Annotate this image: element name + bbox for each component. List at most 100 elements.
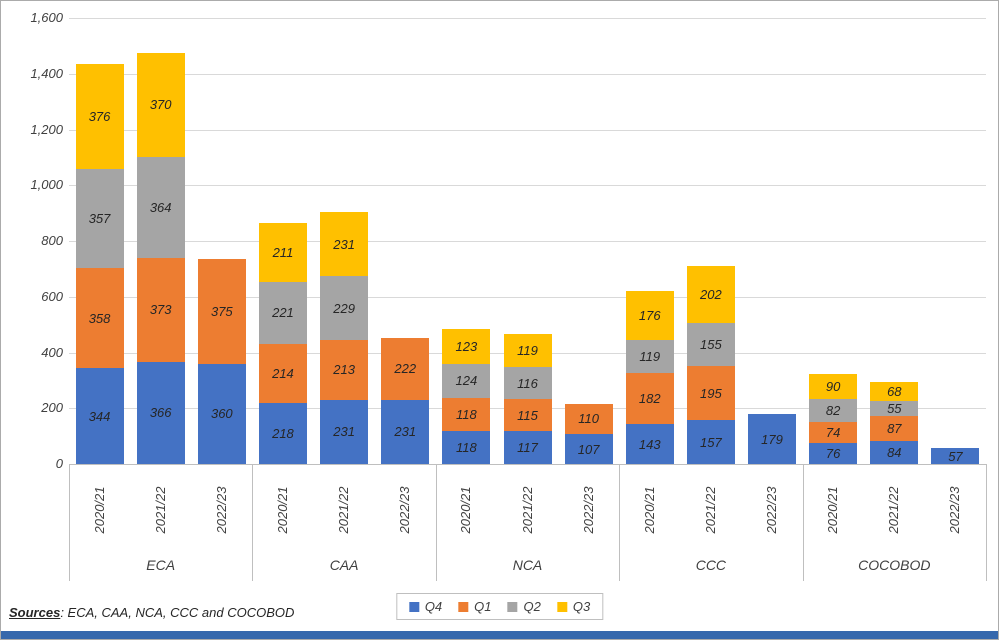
category-label: 2020/21	[274, 486, 290, 534]
bar-segment-q1: 213	[320, 340, 369, 400]
bar-segment-q2: 119	[625, 340, 674, 374]
category-label: 2022/23	[764, 486, 780, 534]
bar-value-label: 214	[272, 365, 294, 381]
category-label: 2021/22	[519, 486, 535, 534]
bar-segment-q4: 344	[75, 368, 124, 464]
bar-value-label: 222	[394, 361, 417, 377]
bar-value-label: 119	[517, 342, 538, 358]
bar-value-label: 373	[149, 302, 172, 318]
legend-item-q4: Q4	[408, 599, 443, 614]
bar-value-label: 82	[825, 403, 841, 419]
bar-value-label: 107	[577, 441, 600, 457]
category-label: 2020/21	[91, 486, 107, 534]
bar-value-label: 76	[825, 445, 841, 461]
bar-segment-q2: 229	[320, 276, 369, 341]
bar-segment-q4: 84	[870, 440, 919, 464]
bar-segment-q3: 370	[136, 53, 185, 157]
group-separator	[986, 464, 987, 581]
group-separator	[435, 464, 437, 581]
bar-value-label: 360	[210, 406, 233, 422]
bar-value-label: 344	[88, 408, 111, 424]
bar-value-label: 195	[700, 385, 722, 401]
bar-value-label: 218	[272, 426, 294, 442]
legend-item-q1: Q1	[458, 599, 492, 614]
bar-segment-q2: 124	[442, 363, 491, 399]
bar-value-label: 90	[825, 379, 841, 395]
bar-segment-q4: 143	[625, 424, 674, 464]
gridline	[69, 241, 986, 242]
bar-value-label: 231	[394, 424, 417, 440]
gridline	[69, 296, 986, 298]
bar-value-label: 84	[887, 444, 902, 460]
bar-value-label: 229	[333, 300, 355, 316]
bar-value-label: 124	[455, 373, 478, 389]
bar-value-label: 213	[333, 362, 355, 378]
bar-segment-q3: 90	[809, 374, 858, 400]
category-label: 2021/22	[886, 486, 902, 534]
bar-segment-q1: 74	[809, 422, 858, 443]
bar-value-label: 119	[639, 349, 661, 365]
legend-swatch-q4	[408, 601, 419, 612]
y-axis-tick-label: 1,000	[30, 177, 63, 193]
y-axis-tick-label: 1,400	[30, 65, 63, 81]
bar-value-label: 118	[455, 407, 477, 423]
bar-segment-q1: 222	[381, 337, 430, 400]
y-axis-tick-label: 200	[41, 400, 63, 416]
bar-value-label: 370	[149, 97, 172, 113]
bar-segment-q1: 115	[503, 399, 552, 432]
bar-value-label: 375	[210, 303, 233, 319]
legend-swatch-q1	[458, 601, 469, 612]
bar-value-label: 115	[517, 407, 538, 423]
bar-value-label: 179	[761, 431, 783, 447]
bar-segment-q3: 123	[442, 329, 491, 364]
category-label: 2022/23	[213, 486, 229, 534]
group-separator	[69, 464, 70, 581]
group-label: CCC	[695, 557, 727, 573]
group-separator	[619, 464, 621, 581]
bar-value-label: 182	[638, 391, 661, 407]
bar-value-label: 221	[272, 305, 294, 321]
legend-label: Q1	[474, 599, 492, 614]
sources-note: Sources: ECA, CAA, NCA, CCC and COCOBOD	[9, 605, 294, 620]
bar-value-label: 366	[149, 405, 172, 421]
bar-segment-q4: 157	[686, 420, 735, 464]
sources-label: Sources	[9, 605, 61, 620]
bar-segment-q4: 179	[748, 414, 797, 464]
category-label: 2020/21	[641, 486, 657, 534]
category-label: 2021/22	[702, 486, 718, 534]
bar-segment-q2: 82	[809, 399, 858, 423]
bar-value-label: 118	[455, 440, 477, 456]
bar-segment-q4: 107	[564, 434, 613, 464]
group-label: COCOBOD	[858, 557, 931, 573]
bar-segment-q4: 366	[136, 361, 185, 464]
bar-segment-q4: 117	[503, 431, 552, 464]
bar-value-label: 155	[700, 336, 722, 352]
bar-segment-q2: 55	[870, 401, 919, 417]
gridline	[69, 185, 986, 187]
bar-segment-q4: 57	[931, 448, 980, 464]
gridline	[69, 73, 986, 75]
gridline	[69, 129, 986, 131]
bar-value-label: 117	[517, 440, 538, 456]
legend-label: Q4	[424, 599, 443, 614]
bar-segment-q3: 231	[320, 212, 369, 277]
bar-value-label: 123	[455, 339, 478, 354]
bar-segment-q4: 231	[381, 399, 430, 464]
bar-segment-q1: 118	[442, 398, 491, 432]
bar-segment-q3: 119	[503, 333, 552, 367]
bar-segment-q2: 357	[75, 168, 124, 269]
category-label: 2022/23	[397, 486, 413, 534]
legend-swatch-q3	[556, 601, 567, 612]
bar-value-label: 110	[578, 411, 599, 427]
category-label: 2021/22	[336, 486, 352, 534]
group-separator	[252, 464, 254, 581]
bar-segment-q2: 116	[503, 366, 552, 400]
bar-segment-q1: 375	[197, 259, 246, 364]
y-axis-tick-label: 0	[55, 456, 63, 471]
bar-value-label: 211	[272, 245, 294, 261]
chart-legend: Q4 Q1 Q2 Q3	[395, 593, 604, 620]
legend-item-q3: Q3	[556, 599, 590, 614]
bar-segment-q4: 360	[197, 363, 246, 464]
y-axis-tick-label: 1,600	[30, 10, 63, 25]
